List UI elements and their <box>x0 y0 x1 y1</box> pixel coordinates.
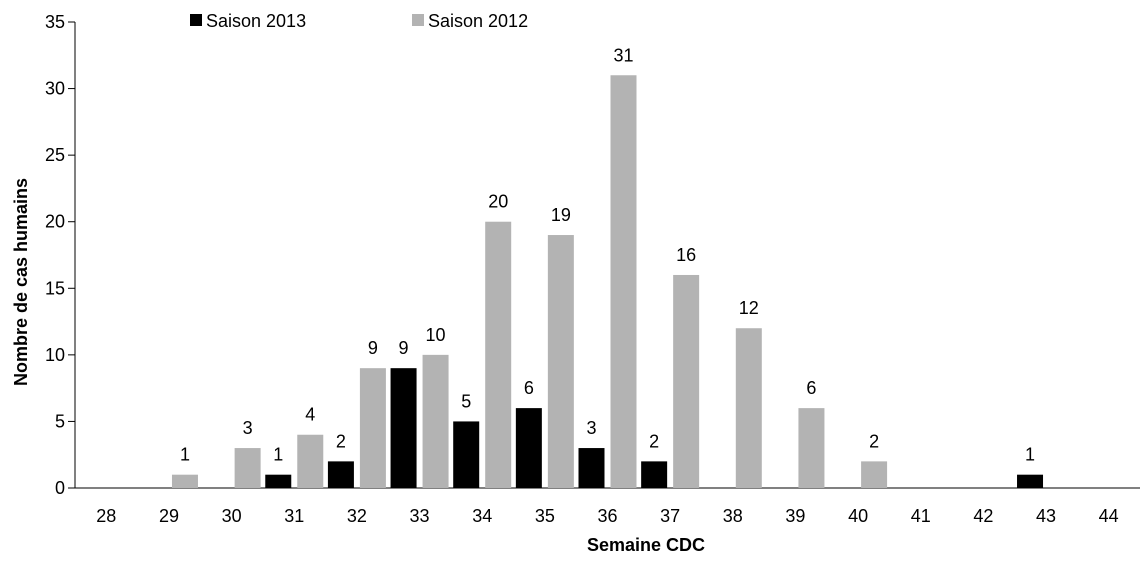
data-label-saison-2013-34: 5 <box>461 391 471 411</box>
x-tick-label: 41 <box>911 506 931 526</box>
data-label-saison-2012-38: 12 <box>739 298 759 318</box>
x-tick-label: 33 <box>410 506 430 526</box>
y-axis-title: Nombre de cas humains <box>11 178 31 386</box>
bar-saison-2012-30 <box>234 448 261 488</box>
bar-saison-2013-32 <box>327 461 354 488</box>
data-label-saison-2013-36: 3 <box>586 418 596 438</box>
x-tick-label: 40 <box>848 506 868 526</box>
data-label-saison-2013-37: 2 <box>649 431 659 451</box>
x-tick-label: 39 <box>785 506 805 526</box>
data-label-saison-2012-34: 20 <box>488 192 508 212</box>
x-tick-label: 35 <box>535 506 555 526</box>
legend-swatch <box>190 14 202 26</box>
data-label-saison-2012-40: 2 <box>869 431 879 451</box>
data-label-saison-2012-31: 4 <box>305 405 315 425</box>
bar-saison-2012-39 <box>798 408 825 488</box>
bar-saison-2013-35 <box>515 408 542 488</box>
data-label-saison-2012-37: 16 <box>676 245 696 265</box>
x-tick-label: 38 <box>723 506 743 526</box>
data-label-saison-2012-36: 31 <box>613 45 633 65</box>
bar-saison-2012-32 <box>359 368 386 488</box>
data-label-saison-2012-29: 1 <box>180 445 190 465</box>
x-tick-label: 43 <box>1036 506 1056 526</box>
bar-saison-2012-34 <box>485 221 512 488</box>
x-tick-label: 34 <box>472 506 492 526</box>
bar-saison-2012-31 <box>297 434 324 488</box>
bar-saison-2013-33 <box>390 368 417 488</box>
x-tick-label: 31 <box>284 506 304 526</box>
x-tick-label: 36 <box>597 506 617 526</box>
data-label-saison-2012-30: 3 <box>243 418 253 438</box>
y-tick-label: 5 <box>55 411 65 431</box>
y-tick-label: 0 <box>55 478 65 498</box>
x-tick-label: 32 <box>347 506 367 526</box>
y-tick-label: 15 <box>45 278 65 298</box>
y-tick-label: 35 <box>45 12 65 32</box>
y-tick-label: 10 <box>45 345 65 365</box>
legend-label: Saison 2012 <box>428 11 528 31</box>
legend-swatch <box>412 14 424 26</box>
x-tick-label: 42 <box>973 506 993 526</box>
y-tick-label: 20 <box>45 212 65 232</box>
bar-saison-2013-34 <box>453 421 480 488</box>
data-label-saison-2013-43: 1 <box>1025 445 1035 465</box>
legend-label: Saison 2013 <box>206 11 306 31</box>
data-label-saison-2012-39: 6 <box>806 378 816 398</box>
x-tick-label: 30 <box>222 506 242 526</box>
x-axis-title: Semaine CDC <box>587 535 705 555</box>
x-tick-label: 44 <box>1099 506 1119 526</box>
bar-saison-2012-38 <box>735 328 762 488</box>
bar-saison-2012-35 <box>547 235 574 488</box>
bar-saison-2013-37 <box>641 461 668 488</box>
data-label-saison-2013-35: 6 <box>524 378 534 398</box>
data-label-saison-2013-33: 9 <box>399 338 409 358</box>
bar-saison-2012-29 <box>171 474 198 488</box>
bar-saison-2013-31 <box>265 474 292 488</box>
x-tick-label: 29 <box>159 506 179 526</box>
x-tick-label: 28 <box>96 506 116 526</box>
bar-saison-2012-40 <box>861 461 888 488</box>
bar-saison-2012-37 <box>673 274 700 488</box>
x-tick-label: 37 <box>660 506 680 526</box>
data-label-saison-2012-35: 19 <box>551 205 571 225</box>
bar-saison-2012-36 <box>610 75 637 488</box>
data-label-saison-2013-31: 1 <box>273 445 283 465</box>
data-label-saison-2012-32: 9 <box>368 338 378 358</box>
bar-saison-2013-43 <box>1017 474 1044 488</box>
bar-saison-2013-36 <box>578 448 605 488</box>
bar-saison-2012-33 <box>422 354 449 488</box>
data-label-saison-2013-32: 2 <box>336 431 346 451</box>
data-label-saison-2012-33: 10 <box>426 325 446 345</box>
y-tick-label: 25 <box>45 145 65 165</box>
legend: Saison 2013 Saison 2012 <box>190 11 528 31</box>
y-tick-label: 30 <box>45 79 65 99</box>
